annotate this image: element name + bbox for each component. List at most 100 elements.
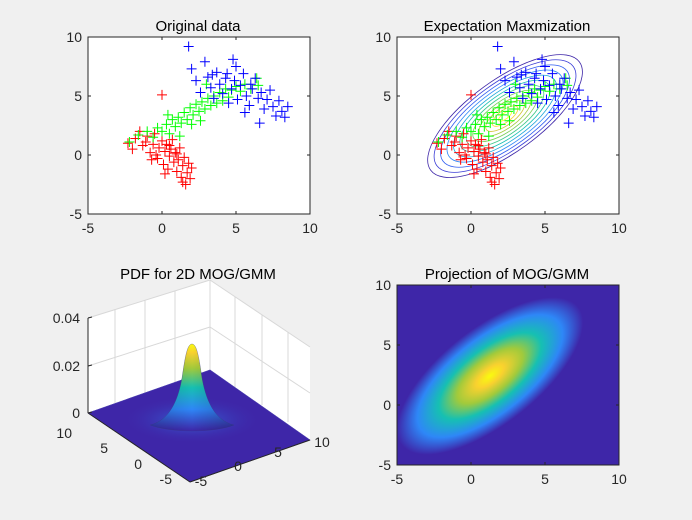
y-tick-label: 5: [74, 88, 82, 104]
ticks-projection: -5 0 5 10 -5 0 5 10: [375, 277, 627, 487]
surface-peak-shade: [150, 344, 234, 431]
ticks-pdf: 0 0.02 0.04 10 5 0 -5 -5 0 5 10: [53, 310, 330, 489]
data-point: [577, 101, 587, 112]
data-point: [553, 100, 564, 111]
data-point: [250, 73, 261, 84]
x-tick-label: -5: [391, 220, 404, 236]
data-point: [571, 94, 582, 105]
data-point: [231, 81, 241, 92]
data-point: [185, 102, 196, 113]
data-point: [582, 95, 593, 106]
data-point: [124, 137, 135, 148]
data-point: [238, 68, 249, 79]
ticks-original-data: -5 0 5 10 -5 0 5 10: [66, 29, 318, 236]
data-point: [183, 41, 194, 52]
data-point: [511, 72, 522, 83]
data-point: [262, 94, 273, 105]
z-tick-mark: [87, 411, 93, 414]
data-point: [205, 82, 216, 93]
data-point: [247, 83, 258, 94]
data-point: [455, 154, 466, 165]
data-point: [500, 99, 511, 110]
data-point: [176, 172, 187, 183]
data-point: [164, 151, 175, 162]
x-tick-label: 5: [232, 220, 240, 236]
data-point: [167, 114, 178, 125]
data-point: [470, 119, 481, 130]
data-point: [179, 107, 190, 118]
data-point: [196, 96, 207, 107]
data-point: [157, 89, 167, 100]
data-point: [273, 95, 284, 106]
data-point: [449, 137, 460, 148]
x-tick-label: 10: [611, 471, 627, 487]
data-point: [568, 103, 579, 114]
data-point: [537, 54, 548, 65]
data-point: [177, 160, 188, 171]
contour-line: [446, 69, 564, 163]
data-point: [241, 91, 252, 101]
data-point: [217, 88, 228, 99]
data-point: [483, 142, 494, 153]
contour-line: [485, 100, 525, 132]
data-point: [145, 147, 156, 158]
data-point: [158, 159, 169, 170]
contour-line: [433, 59, 577, 173]
data-point: [202, 72, 213, 83]
x-tick-label: 0: [234, 458, 242, 474]
data-point: [174, 131, 185, 142]
y-tick-label: 0: [383, 147, 391, 163]
data-point: [222, 68, 233, 79]
data-point: [556, 83, 567, 94]
data-point: [540, 61, 550, 72]
data-point: [186, 162, 197, 173]
contours-em: [427, 54, 583, 178]
data-point: [253, 80, 264, 91]
data-point: [245, 79, 256, 90]
data-point: [207, 69, 218, 80]
data-point: [191, 99, 202, 110]
heatmap-density: [397, 297, 584, 455]
z-tick-label: 0.02: [53, 358, 80, 374]
data-point: [544, 80, 555, 91]
data-point: [157, 126, 167, 137]
data-point: [162, 109, 173, 120]
data-point: [259, 103, 270, 114]
data-point: [482, 154, 493, 165]
data-point: [171, 166, 182, 177]
data-point: [467, 159, 478, 170]
data-point: [538, 75, 549, 86]
y-tick-label: 10: [375, 277, 391, 293]
data-point: [433, 137, 444, 148]
data-point: [171, 148, 182, 159]
data-point: [514, 82, 525, 93]
x-tick-label: 10: [314, 434, 330, 450]
data-point: [500, 75, 511, 86]
data-point: [164, 140, 175, 151]
data-point: [547, 68, 558, 79]
data-point: [239, 107, 250, 118]
data-point: [514, 100, 525, 111]
data-point: [188, 109, 199, 120]
data-point: [235, 80, 246, 91]
data-point: [523, 79, 534, 90]
data-point: [161, 119, 172, 130]
data-point: [585, 106, 596, 117]
data-point: [223, 98, 234, 109]
data-point: [563, 118, 574, 129]
data-point: [460, 150, 471, 160]
data-point: [195, 115, 206, 126]
data-point: [479, 147, 490, 158]
data-point: [562, 80, 573, 91]
data-point: [191, 75, 202, 86]
data-point: [457, 132, 468, 143]
data-point: [182, 167, 193, 178]
data-point: [579, 111, 590, 122]
data-point: [140, 137, 151, 148]
data-point: [195, 87, 206, 98]
z-tick-mark: [87, 316, 93, 319]
data-point: [531, 68, 542, 79]
data-point: [265, 85, 276, 96]
data-point: [182, 114, 193, 125]
data-point: [229, 75, 240, 86]
